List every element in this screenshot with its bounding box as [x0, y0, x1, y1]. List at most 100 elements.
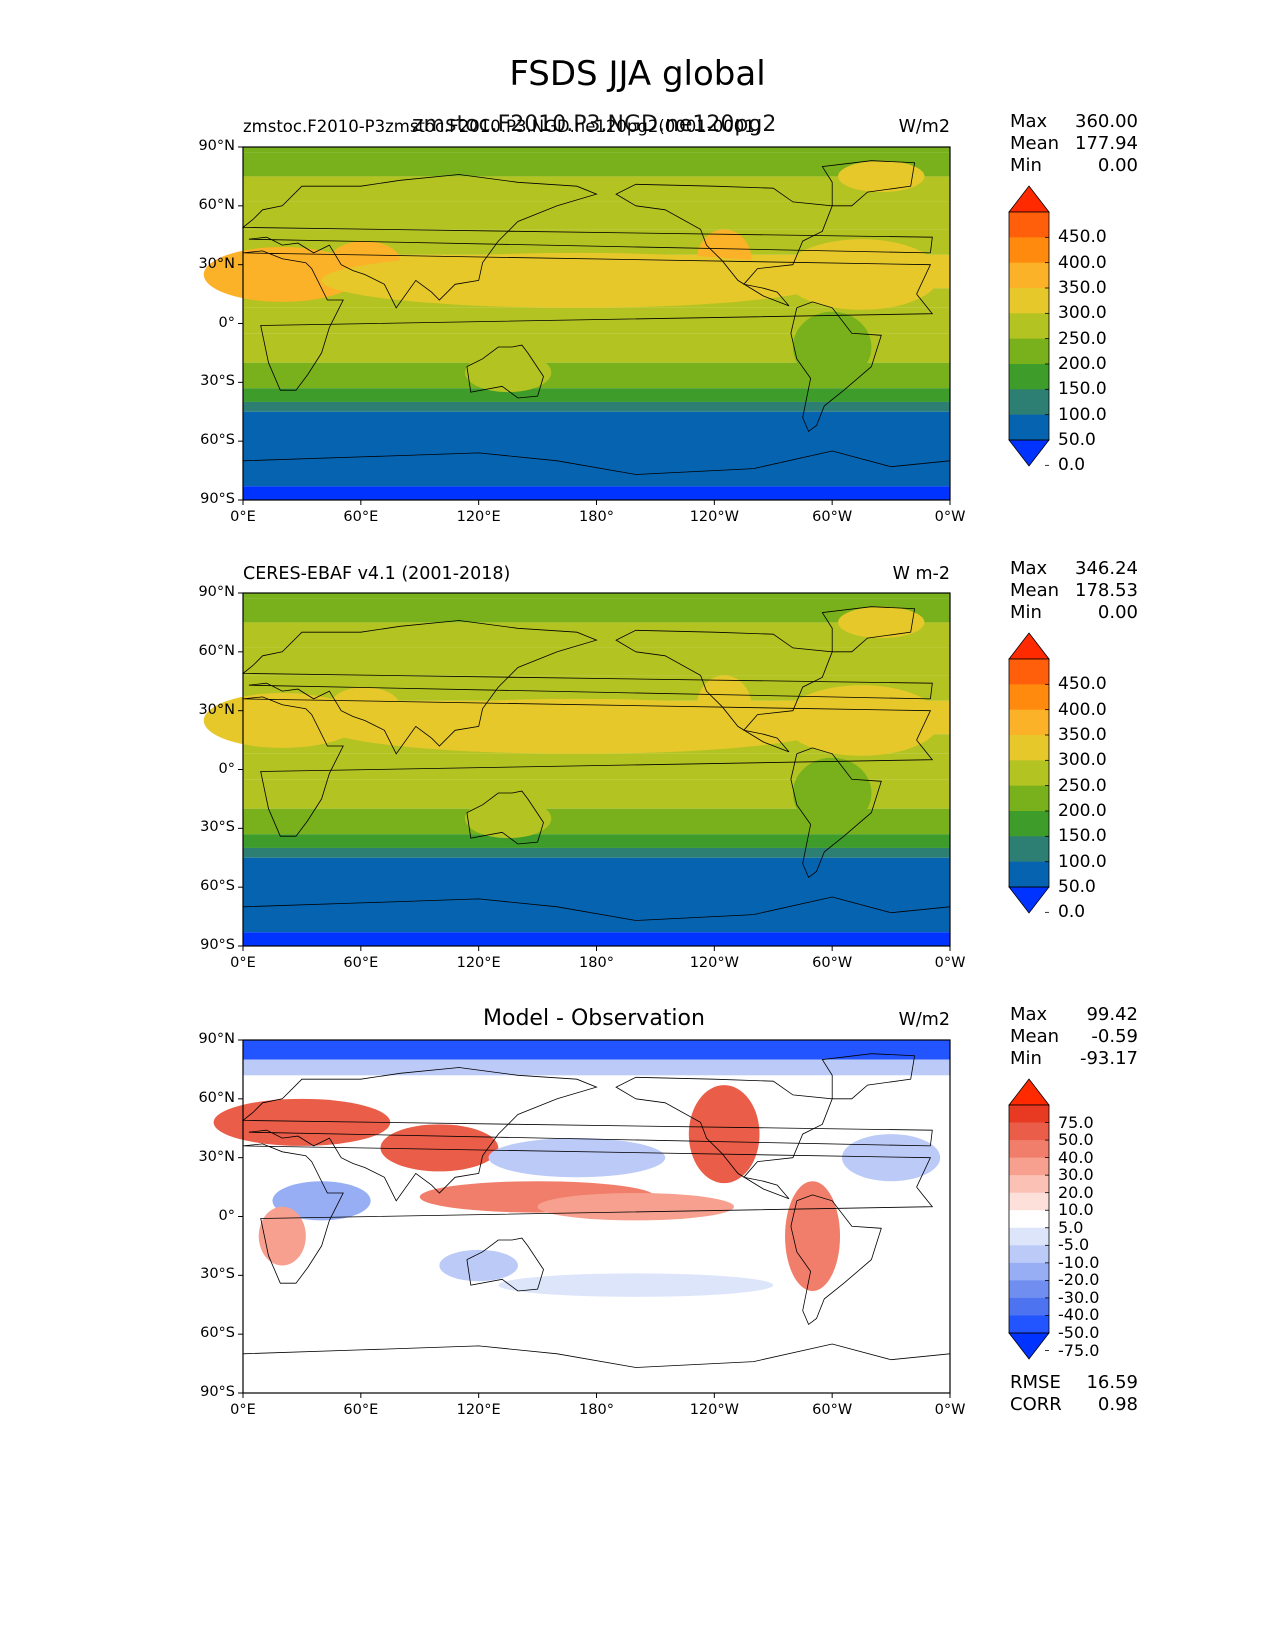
ytick-label: 90°N	[198, 584, 235, 600]
colorbar-extend-min	[1008, 439, 1050, 467]
ytick-label: 90°S	[200, 937, 235, 953]
coastline	[821, 1053, 916, 1100]
ytick-label: 30°S	[200, 819, 235, 836]
colorbar-label: 450.0	[1058, 227, 1107, 248]
colorbar-segment	[1009, 684, 1049, 711]
xtick-label: 0°E	[230, 955, 256, 971]
colorbar-label: 350.0	[1058, 278, 1107, 298]
field-band	[243, 152, 950, 177]
colorbar-label: 50.0	[1058, 877, 1096, 897]
xtick-label: 180°	[579, 1402, 614, 1418]
colorbar-segment	[1009, 1175, 1049, 1194]
coastline	[466, 1237, 544, 1292]
field-region	[792, 757, 872, 829]
ytick-label: 60°N	[198, 1089, 235, 1106]
coastline	[466, 790, 544, 845]
colorbar-segment	[1009, 836, 1049, 863]
stat-label: Min	[1010, 155, 1042, 176]
coastline	[242, 450, 950, 475]
colorbar-segment	[1009, 212, 1049, 238]
colorbar-segment	[1009, 364, 1049, 390]
xtick-label: 60°W	[812, 509, 853, 525]
panel1-title-center: zmstoc.F2010.P3.NGD.ne120pg2	[412, 112, 777, 137]
map-field	[203, 593, 950, 946]
colorbar-label: -30.0	[1058, 1287, 1100, 1307]
field-band	[243, 834, 950, 848]
colorbar	[1008, 185, 1050, 467]
colorbar-segment	[1009, 1227, 1049, 1246]
coastline	[466, 344, 544, 399]
field-region	[838, 160, 925, 193]
colorbar-label: 50.0	[1058, 1130, 1094, 1150]
field-band	[243, 388, 950, 402]
colorbar-label: 0.0	[1058, 455, 1086, 476]
colorbar-extend-max	[1008, 1078, 1050, 1106]
colorbar-label: 150.0	[1058, 379, 1107, 400]
panel3-metrics: RMSE 16.59 CORR 0.98	[1010, 1372, 1138, 1416]
field-region	[783, 239, 941, 310]
stat-label: Max	[1010, 111, 1048, 132]
colorbar-label: 250.0	[1058, 775, 1107, 796]
field-band	[243, 1040, 950, 1060]
figure-title: FSDS JJA global	[509, 54, 766, 94]
colorbar-segment	[1009, 659, 1049, 685]
xtick-label: 60°W	[812, 955, 853, 971]
colorbar-label: 100.0	[1058, 851, 1107, 872]
colorbar	[1008, 632, 1050, 914]
stat-value: 178.53	[1075, 580, 1138, 601]
colorbar-label: 0.0	[1058, 902, 1086, 923]
ytick-label: 30°N	[198, 255, 235, 272]
field-band	[243, 932, 950, 946]
colorbar-label: -40.0	[1058, 1305, 1100, 1325]
coastline	[242, 696, 934, 837]
field-band	[243, 486, 950, 500]
colorbar-segment	[1009, 1262, 1049, 1281]
field-band	[243, 401, 950, 412]
xtick-label: 60°E	[343, 955, 379, 971]
field-region	[498, 1273, 774, 1297]
stat-value: 0.00	[1097, 155, 1138, 176]
colorbar-label: -5.0	[1058, 1235, 1090, 1255]
colorbar-label: -10.0	[1058, 1252, 1100, 1272]
colorbar-outline	[1008, 658, 1050, 888]
stat-label: Min	[1010, 1048, 1042, 1069]
xtick-label: 120°E	[456, 955, 501, 971]
coastline	[790, 1194, 882, 1326]
xtick-label: 0°W	[934, 1402, 966, 1418]
colorbar-extend-min	[1008, 1332, 1050, 1360]
colorbar-segment	[1009, 1105, 1049, 1124]
colorbar-label: 350.0	[1058, 725, 1107, 745]
colorbar-segment	[1009, 1315, 1049, 1334]
stat-label: Mean	[1010, 580, 1060, 601]
colorbar-label: 300.0	[1058, 750, 1107, 771]
xtick-label: 180°	[579, 955, 614, 971]
field-band	[243, 411, 950, 487]
colorbar-label: 150.0	[1058, 826, 1107, 847]
colorbar-segment	[1009, 1297, 1049, 1316]
metric-value: 0.98	[1097, 1394, 1138, 1415]
field-region	[464, 798, 552, 839]
xtick-label: 0°W	[934, 955, 966, 971]
map-field	[203, 147, 950, 500]
colorbar-segment	[1009, 1140, 1049, 1159]
field-region	[688, 1085, 760, 1184]
panel1-stats: Max 360.00 Mean 177.94 Min 0.00	[1010, 111, 1138, 177]
coastline	[790, 301, 882, 433]
colorbar-label: 400.0	[1058, 252, 1107, 273]
colorbar-label: 450.0	[1058, 674, 1107, 695]
panel2-stats: Max 346.24 Mean 178.53 Min 0.00	[1010, 558, 1138, 624]
coastline	[242, 250, 934, 391]
coastline	[821, 606, 916, 653]
ytick-label: 0°	[218, 1207, 235, 1224]
ytick-label: 30°N	[198, 1148, 235, 1165]
panel2-units: W m-2	[892, 564, 950, 584]
colorbar-label: 5.0	[1058, 1217, 1084, 1237]
colorbar-outline	[1008, 211, 1050, 441]
ytick-label: 60°S	[200, 878, 235, 895]
ytick-label: 30°S	[200, 373, 235, 390]
colorbar-segment	[1009, 735, 1049, 761]
stat-label: Max	[1010, 1004, 1048, 1025]
colorbar-segment	[1009, 288, 1049, 314]
stat-value: 99.42	[1086, 1004, 1138, 1025]
